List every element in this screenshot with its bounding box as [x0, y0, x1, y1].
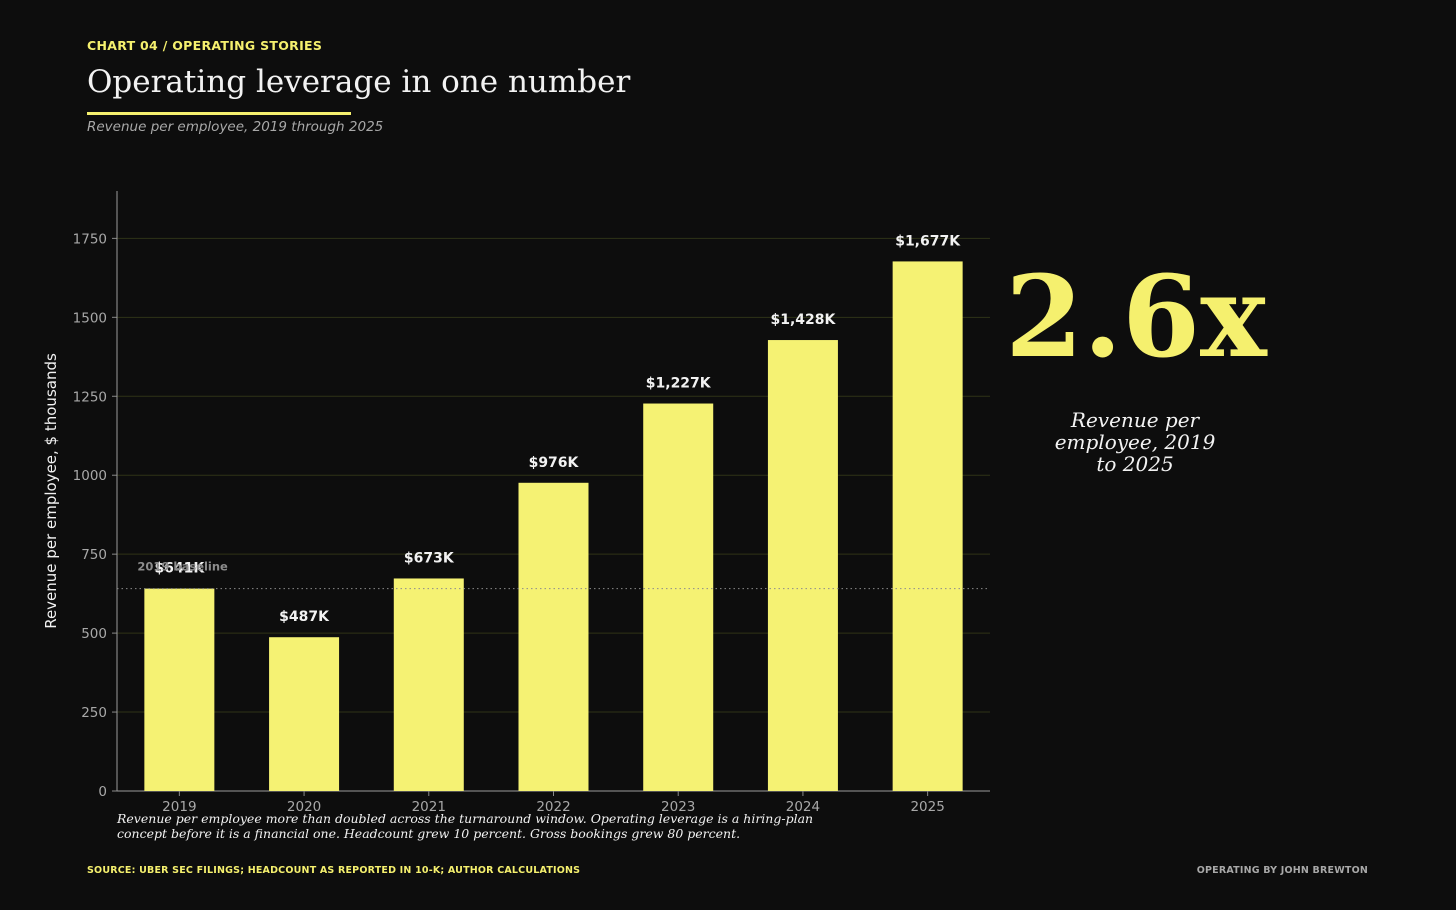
chart-kicker: CHART 04 / OPERATING STORIES — [87, 38, 323, 53]
chart-note: Revenue per employee more than doubled a… — [117, 811, 814, 841]
bar-2023 — [643, 403, 714, 791]
x-tick-label: 2019 — [162, 799, 196, 815]
y-tick-label: 0 — [98, 784, 107, 800]
chart-subtitle: Revenue per employee, 2019 through 2025 — [87, 119, 384, 135]
credit-line: OPERATING BY JOHN BREWTON — [1196, 865, 1368, 876]
x-tick-label: 2021 — [412, 799, 446, 815]
y-tick-label: 1250 — [73, 389, 107, 405]
bar-2025 — [892, 261, 963, 792]
y-tick-label: 1000 — [73, 468, 107, 484]
y-tick-label: 750 — [81, 547, 107, 563]
data-label: $641K — [154, 561, 205, 577]
y-tick-label: 1500 — [73, 310, 107, 326]
bar-2021 — [393, 578, 464, 791]
bar-2022 — [518, 482, 589, 791]
baseline-reference-label: 2019 baseline — [137, 560, 228, 574]
chart-title: Operating leverage in one number — [87, 64, 631, 100]
data-label: $1,677K — [895, 233, 961, 249]
bar-2020 — [269, 637, 340, 791]
title-underline — [87, 112, 351, 115]
bar-2019 — [144, 588, 215, 791]
callout-value: 2.6x — [1005, 252, 1267, 383]
data-label: $976K — [529, 455, 580, 471]
callout-caption: Revenue per employee, 2019 to 2025 — [1054, 408, 1216, 476]
bar-2024 — [767, 340, 838, 791]
source-line: SOURCE: UBER SEC FILINGS; HEADCOUNT AS R… — [87, 865, 581, 876]
x-tick-label: 2020 — [287, 799, 321, 815]
x-tick-label: 2024 — [786, 799, 820, 815]
x-tick-label: 2025 — [910, 799, 944, 815]
x-tick-label: 2022 — [536, 799, 570, 815]
y-tick-label: 500 — [81, 626, 107, 642]
data-label: $673K — [404, 550, 455, 566]
y-tick-label: 1750 — [73, 231, 107, 247]
data-label: $1,227K — [646, 376, 712, 392]
y-axis-label: Revenue per employee, $ thousands — [42, 353, 60, 629]
y-tick-label: 250 — [81, 705, 107, 721]
data-label: $487K — [279, 609, 330, 625]
data-label: $1,428K — [770, 312, 836, 328]
x-tick-label: 2023 — [661, 799, 695, 815]
